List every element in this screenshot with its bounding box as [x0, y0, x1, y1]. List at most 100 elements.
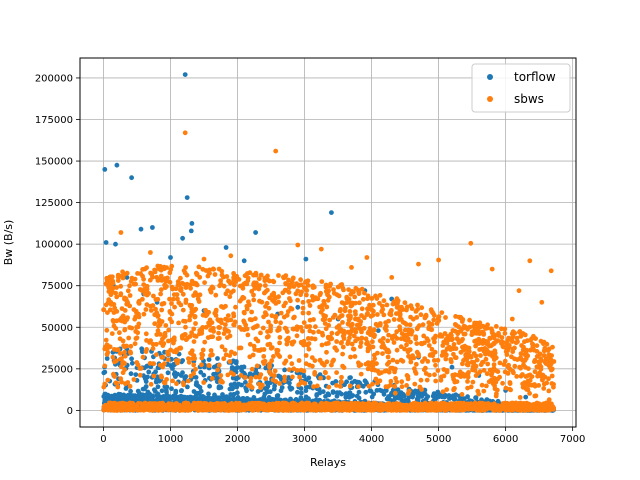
sbws-point: [381, 298, 387, 304]
sbws-point: [301, 342, 306, 348]
torflow-point: [102, 391, 108, 397]
sbws-point: [263, 376, 268, 382]
sbws-point: [306, 299, 311, 304]
sbws-point: [499, 326, 504, 332]
torflow-point: [264, 380, 270, 385]
sbws-point: [518, 351, 524, 356]
sbws-point: [404, 342, 409, 348]
sbws-point: [413, 361, 419, 367]
torflow-point: [301, 373, 307, 379]
sbws-point: [423, 313, 429, 319]
sbws-point: [402, 300, 408, 306]
sbws-point: [290, 326, 296, 332]
sbws-point: [334, 370, 339, 375]
sbws-point: [340, 351, 345, 357]
sbws-point: [352, 294, 358, 300]
sbws-point: [329, 330, 335, 336]
torflow-point: [379, 388, 385, 394]
sbws-point: [392, 369, 397, 375]
torflow-point: [333, 379, 339, 384]
sbws-point: [110, 318, 116, 323]
sbws-point: [307, 303, 313, 308]
torflow-point: [202, 395, 208, 401]
torflow-point: [180, 235, 186, 241]
sbws-point: [266, 305, 272, 311]
sbws-point: [282, 274, 288, 280]
sbws-point: [300, 310, 306, 316]
sbws-point: [439, 310, 445, 315]
sbws-point: [150, 346, 156, 351]
sbws-point: [465, 385, 470, 391]
torflow-point: [275, 393, 280, 399]
sbws-point: [105, 377, 111, 383]
sbws-point: [147, 361, 153, 366]
torflow-point: [153, 369, 159, 375]
sbws-point: [377, 292, 383, 298]
torflow-point: [251, 395, 257, 400]
sbws-point: [138, 365, 144, 371]
sbws-point: [349, 341, 355, 347]
sbws-point: [151, 293, 156, 299]
sbws-point: [125, 288, 131, 294]
sbws-point: [103, 337, 109, 343]
sbws-point: [492, 348, 498, 354]
torflow-point: [295, 304, 301, 310]
sbws-point: [356, 384, 361, 389]
sbws-point: [389, 336, 395, 341]
sbws-point: [186, 356, 191, 361]
torflow-point: [228, 392, 234, 397]
sbws-point: [144, 302, 150, 307]
sbws-point: [144, 265, 150, 271]
sbws-point: [365, 348, 371, 354]
torflow-point: [197, 385, 203, 390]
sbws-point: [127, 283, 132, 289]
sbws-point: [122, 349, 127, 355]
sbws-point: [402, 320, 408, 326]
sbws-point: [132, 341, 138, 347]
torflow-point: [146, 369, 152, 375]
torflow-point: [193, 394, 199, 400]
sbws-point: [172, 304, 178, 310]
torflow-point: [299, 390, 304, 396]
torflow-point: [206, 357, 212, 362]
torflow-point: [206, 391, 211, 397]
sbws-point: [102, 363, 108, 369]
sbws-point: [127, 325, 133, 330]
torflow-point: [207, 383, 213, 389]
sbws-point: [544, 341, 550, 347]
torflow-point: [323, 394, 328, 399]
sbws-point: [269, 358, 275, 364]
sbws-point: [474, 357, 480, 363]
sbws-point: [326, 288, 331, 294]
sbws-point: [135, 362, 141, 368]
sbws-point: [388, 378, 394, 384]
torflow-point: [261, 394, 267, 400]
torflow-point: [347, 375, 353, 381]
torflow-point: [484, 397, 490, 402]
sbws-point: [271, 354, 276, 359]
sbws-point: [326, 384, 332, 390]
sbws-point: [313, 324, 318, 330]
sbws-point: [421, 367, 427, 373]
sbws-point: [115, 384, 121, 390]
sbws-point: [165, 357, 171, 363]
sbws-point: [274, 347, 280, 353]
sbws-point: [233, 304, 238, 310]
torflow-point: [198, 369, 204, 375]
sbws-point: [155, 328, 161, 334]
sbws-point: [183, 297, 189, 303]
torflow-point: [182, 72, 188, 77]
sbws-point: [415, 302, 420, 308]
torflow-point: [230, 375, 236, 381]
sbws-point: [300, 299, 306, 305]
sbws-point: [212, 272, 218, 277]
sbws-point: [165, 349, 170, 355]
torflow-point: [173, 388, 179, 394]
torflow-point: [334, 393, 340, 399]
sbws-point: [213, 313, 219, 318]
torflow-point: [102, 167, 108, 172]
torflow-point: [173, 374, 178, 379]
torflow-point: [369, 394, 375, 400]
sbws-point: [180, 291, 186, 297]
